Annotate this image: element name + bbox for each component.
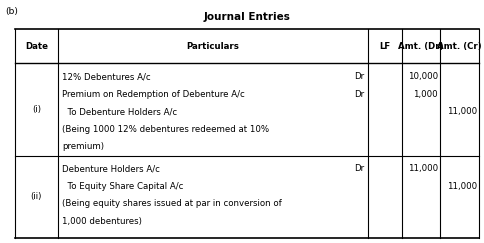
Text: 1,000 debentures): 1,000 debentures) — [62, 217, 142, 226]
Text: (Being equity shares issued at par in conversion of: (Being equity shares issued at par in co… — [62, 199, 282, 208]
Text: 1,000: 1,000 — [413, 89, 438, 99]
Text: Date: Date — [25, 42, 48, 51]
Text: Particulars: Particulars — [186, 42, 240, 51]
Text: Premium on Redemption of Debenture A/c: Premium on Redemption of Debenture A/c — [62, 89, 245, 99]
Text: Dr: Dr — [354, 164, 364, 174]
Text: LF: LF — [379, 42, 390, 51]
Text: premium): premium) — [62, 142, 104, 151]
Text: (i): (i) — [32, 105, 41, 114]
Text: Amt. (Dr): Amt. (Dr) — [398, 42, 444, 51]
Text: (Being 1000 12% debentures redeemed at 10%: (Being 1000 12% debentures redeemed at 1… — [62, 124, 269, 134]
Text: (b): (b) — [5, 7, 18, 16]
Text: Journal Entries: Journal Entries — [203, 12, 290, 22]
Text: Dr: Dr — [354, 72, 364, 81]
Text: 11,000: 11,000 — [447, 182, 477, 191]
Text: To Equity Share Capital A/c: To Equity Share Capital A/c — [62, 182, 183, 191]
Text: 10,000: 10,000 — [408, 72, 438, 81]
Text: To Debenture Holders A/c: To Debenture Holders A/c — [62, 107, 177, 116]
Text: 11,000: 11,000 — [408, 164, 438, 174]
Text: 12% Debentures A/c: 12% Debentures A/c — [62, 72, 151, 81]
Text: Amt. (Cr): Amt. (Cr) — [438, 42, 482, 51]
Text: Dr: Dr — [354, 89, 364, 99]
Text: (ii): (ii) — [30, 192, 42, 201]
Text: Debenture Holders A/c: Debenture Holders A/c — [62, 164, 160, 174]
Text: 11,000: 11,000 — [447, 107, 477, 116]
